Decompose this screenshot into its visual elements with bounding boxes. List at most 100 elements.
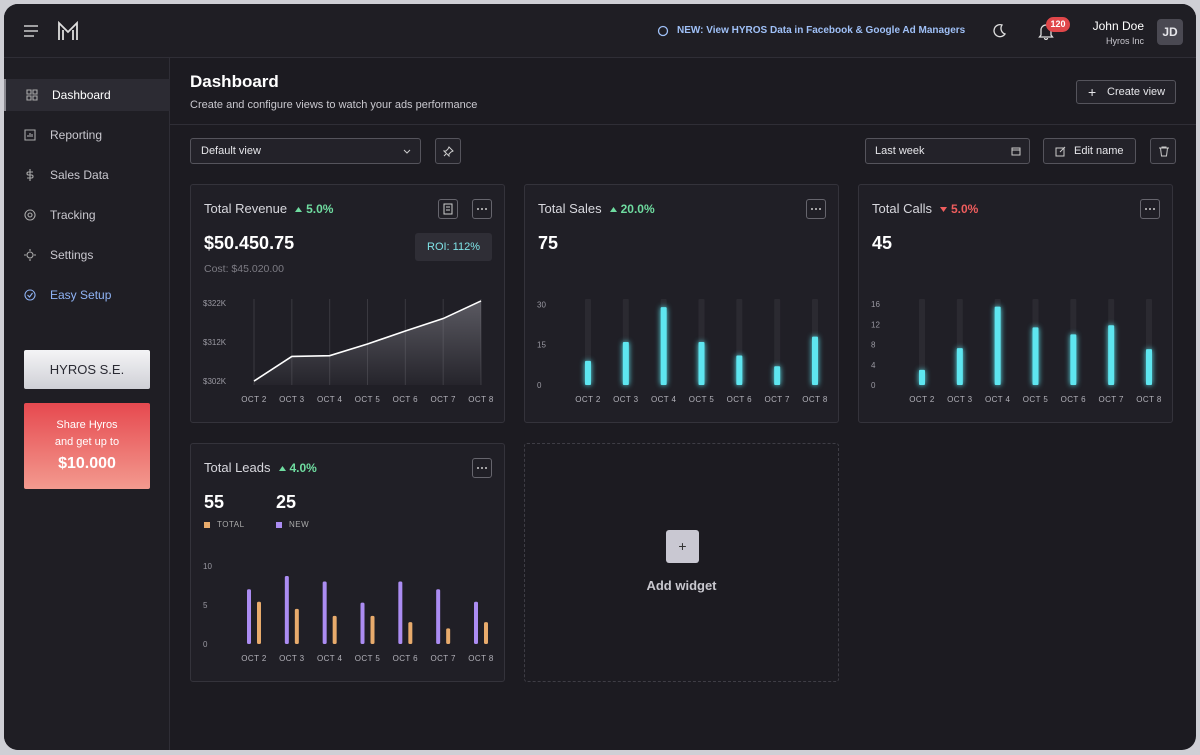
nav-item[interactable]: Dashboard bbox=[4, 79, 170, 111]
x-tick-label: OCT 4 bbox=[651, 395, 677, 404]
x-tick-label: OCT 5 bbox=[1023, 395, 1049, 404]
widget-title: Total Sales 20.0% bbox=[538, 201, 655, 216]
add-widget-icon[interactable]: + bbox=[666, 530, 699, 563]
bar bbox=[474, 601, 478, 644]
theme-toggle[interactable] bbox=[991, 23, 1007, 39]
icon-path bbox=[24, 209, 36, 221]
bar bbox=[812, 336, 818, 385]
edit-name-label: Edit name bbox=[1074, 145, 1124, 157]
nav-icon bbox=[24, 289, 36, 301]
nav-icon bbox=[26, 89, 38, 101]
arrow bbox=[609, 207, 617, 212]
bar bbox=[360, 602, 365, 644]
button-icon bbox=[811, 208, 821, 210]
edit-name-button[interactable]: Edit name bbox=[1043, 138, 1136, 164]
chart: $302K $312K $322K OCT 2 OCT 3 OCT 4 OCT 5 OCT 6… bbox=[203, 299, 494, 404]
icon-path bbox=[24, 249, 36, 261]
create-view-button[interactable]: + Create view bbox=[1076, 80, 1176, 104]
bar bbox=[585, 360, 591, 385]
bar bbox=[774, 366, 781, 385]
bar bbox=[919, 369, 925, 385]
report-button[interactable] bbox=[438, 199, 458, 219]
nav-item[interactable]: Settings bbox=[4, 239, 170, 271]
x-tick-label: OCT 5 bbox=[355, 654, 381, 663]
button-icon bbox=[443, 203, 453, 215]
icon-path bbox=[26, 89, 38, 101]
delete-button[interactable] bbox=[1150, 138, 1176, 164]
dot bbox=[485, 467, 487, 469]
nav-item[interactable]: Sales Data bbox=[4, 159, 170, 191]
bar bbox=[622, 342, 629, 385]
nav-label: Sales Data bbox=[50, 168, 109, 182]
more-button[interactable] bbox=[806, 199, 826, 219]
period-select-label: Last week bbox=[875, 145, 925, 157]
view-select[interactable]: Default view bbox=[190, 138, 421, 164]
nav-item[interactable]: Easy Setup bbox=[4, 279, 170, 311]
logo[interactable] bbox=[57, 21, 79, 41]
widget: Total Leads 4.0% 55 TOTAL 25 NEW 0 5 10 OCT 2 OCT … bbox=[190, 443, 505, 682]
y-tick-label: 0 bbox=[537, 381, 542, 390]
icon-path bbox=[24, 289, 36, 301]
bar bbox=[1032, 327, 1039, 385]
bar bbox=[370, 615, 375, 644]
topbar: NEW: View HYROS Data in Facebook & Googl… bbox=[4, 4, 1196, 58]
widget-title-text: Total Revenue bbox=[204, 201, 288, 216]
period-select[interactable]: Last week bbox=[865, 138, 1030, 164]
y-tick-label: 16 bbox=[871, 300, 880, 309]
change-value: 4.0% bbox=[289, 461, 317, 475]
change-arrow bbox=[295, 207, 303, 212]
more-button[interactable] bbox=[472, 458, 492, 478]
page-title: Dashboard bbox=[190, 72, 279, 91]
line bbox=[253, 300, 482, 382]
nav-label: Tracking bbox=[50, 208, 96, 222]
x-tick-label: OCT 2 bbox=[241, 395, 267, 404]
y-tick-label: $312K bbox=[203, 338, 227, 347]
dot bbox=[815, 208, 817, 210]
y-tick-label: 0 bbox=[203, 640, 208, 649]
change: 5.0% bbox=[295, 202, 333, 216]
bar bbox=[332, 615, 337, 644]
x-tick-label: OCT 8 bbox=[468, 395, 494, 404]
promo-text: Share Hyros and get up to bbox=[54, 419, 120, 448]
y-tick-label: 10 bbox=[203, 562, 212, 571]
bar bbox=[322, 581, 327, 644]
more-button[interactable] bbox=[1140, 199, 1160, 219]
page-subtitle: Create and configure views to watch your… bbox=[190, 99, 478, 111]
x-tick-label: OCT 7 bbox=[430, 395, 456, 404]
announcement[interactable]: NEW: View HYROS Data in Facebook & Googl… bbox=[677, 25, 966, 36]
promo-card[interactable]: Share Hyros and get up to $10.000 bbox=[24, 403, 150, 489]
nav-item[interactable]: Reporting bbox=[4, 119, 170, 151]
add-widget-label: Add widget bbox=[646, 578, 717, 593]
promo-badge[interactable]: HYROS S.E. bbox=[24, 350, 150, 389]
widget-title: Total Leads 4.0% bbox=[204, 460, 317, 475]
more-button[interactable] bbox=[472, 199, 492, 219]
y-tick-label: 0 bbox=[871, 381, 876, 390]
nav-icon bbox=[24, 249, 36, 261]
bar bbox=[698, 342, 705, 385]
app-frame: NEW: View HYROS Data in Facebook & Googl… bbox=[4, 4, 1196, 750]
change: 4.0% bbox=[278, 461, 317, 475]
nav-icon bbox=[24, 129, 36, 141]
view-select-label: Default view bbox=[201, 145, 261, 157]
add-widget-card[interactable]: + Add widget bbox=[524, 443, 839, 682]
menu-icon[interactable] bbox=[24, 25, 38, 37]
x-tick-label: OCT 2 bbox=[241, 654, 267, 663]
avatar[interactable]: JD bbox=[1157, 19, 1183, 45]
nav-label: Dashboard bbox=[52, 88, 111, 102]
nav-item[interactable]: Tracking bbox=[4, 199, 170, 231]
button-icon bbox=[477, 467, 487, 469]
bar bbox=[1108, 325, 1115, 385]
legend-label: TOTAL bbox=[217, 520, 245, 529]
announcement-icon bbox=[657, 25, 669, 37]
user-name: John Doe bbox=[1092, 19, 1144, 33]
total-value: 55 bbox=[204, 492, 225, 512]
x-tick-label: OCT 8 bbox=[1136, 395, 1162, 404]
widget-value: 45 bbox=[872, 233, 893, 253]
bar bbox=[398, 581, 403, 644]
widget-title-text: Total Leads bbox=[204, 460, 271, 475]
change-value: 5.0% bbox=[950, 202, 979, 216]
area bbox=[254, 300, 481, 385]
pin-button[interactable] bbox=[435, 138, 461, 164]
button-icon bbox=[1145, 208, 1155, 210]
x-tick-label: OCT 6 bbox=[393, 395, 419, 404]
